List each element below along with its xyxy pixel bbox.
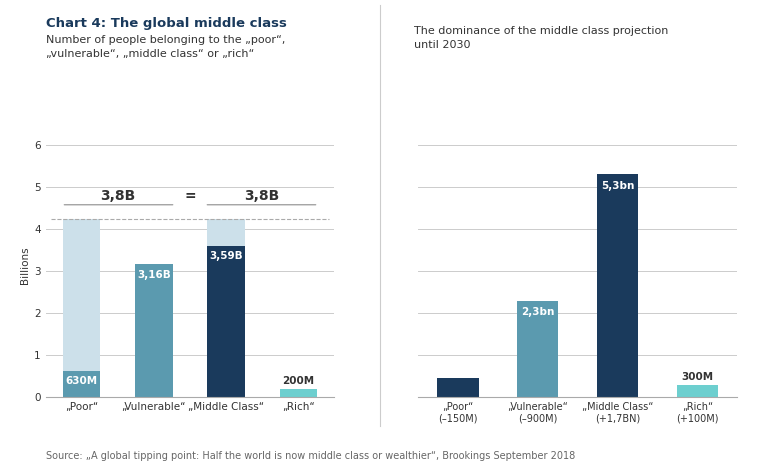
- Bar: [280, 389, 317, 397]
- Y-axis label: Billions: Billions: [20, 246, 30, 284]
- Bar: [517, 301, 559, 397]
- Bar: [207, 246, 245, 397]
- Bar: [135, 264, 173, 397]
- Bar: [676, 385, 718, 397]
- Text: 630M: 630M: [65, 376, 98, 386]
- Bar: [597, 175, 638, 397]
- Text: 3,8B: 3,8B: [100, 189, 135, 202]
- Text: Chart 4: The global middle class: Chart 4: The global middle class: [46, 17, 287, 29]
- Text: 450M: 450M: [442, 366, 474, 376]
- Text: 3,59B: 3,59B: [209, 252, 243, 262]
- Text: =: =: [184, 189, 196, 202]
- Bar: [207, 219, 245, 397]
- Text: 5,3bn: 5,3bn: [601, 181, 634, 191]
- Text: 300M: 300M: [681, 372, 714, 382]
- Text: Number of people belonging to the „poor“,
„vulnerable“, „middle class“ or „rich“: Number of people belonging to the „poor“…: [46, 35, 285, 60]
- Bar: [63, 219, 100, 397]
- Text: The dominance of the middle class projection
until 2030: The dominance of the middle class projec…: [414, 26, 669, 50]
- Text: 2,3bn: 2,3bn: [521, 307, 554, 317]
- Bar: [437, 378, 479, 397]
- Text: 3,16B: 3,16B: [137, 270, 171, 280]
- Text: 3,8B: 3,8B: [245, 189, 280, 202]
- Text: 200M: 200M: [282, 377, 315, 386]
- Text: Source: „A global tipping point: Half the world is now middle class or wealthier: Source: „A global tipping point: Half th…: [46, 451, 575, 461]
- Bar: [63, 371, 100, 397]
